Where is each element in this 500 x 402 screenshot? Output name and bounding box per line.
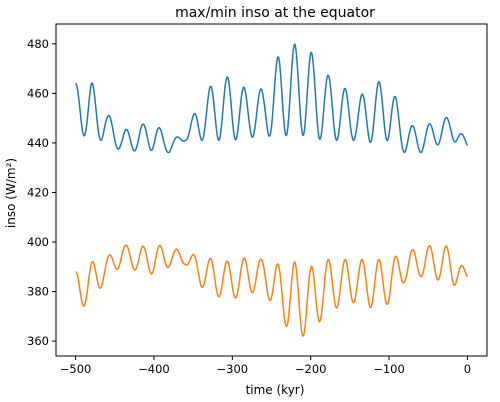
x-tick-label: −400 xyxy=(138,362,170,376)
chart-title: max/min inso at the equator xyxy=(175,5,375,21)
x-tick-label: −100 xyxy=(373,362,405,376)
plot-area xyxy=(55,23,488,357)
series-line-1 xyxy=(75,43,469,154)
y-tick-label: 460 xyxy=(27,86,49,100)
y-axis: 360 380 400 420 440 460 480 xyxy=(27,37,56,348)
y-tick-label: 420 xyxy=(27,185,49,199)
x-tick-label: 0 xyxy=(464,362,471,376)
series-layer xyxy=(75,43,469,337)
y-tick-label: 480 xyxy=(27,37,49,51)
x-axis: −500 −400 −300 −200 −100 0 xyxy=(60,356,471,376)
y-tick-label: 380 xyxy=(27,285,49,299)
x-tick-label: −500 xyxy=(60,362,92,376)
series-line-2 xyxy=(75,244,469,337)
x-tick-label: −300 xyxy=(217,362,249,376)
x-axis-label: time (kyr) xyxy=(246,383,305,397)
y-tick-label: 400 xyxy=(27,235,49,249)
y-axis-label: inso (W/m²) xyxy=(4,158,18,228)
plot-frame xyxy=(55,23,488,357)
y-tick-label: 440 xyxy=(27,136,49,150)
x-tick-label: −200 xyxy=(295,362,327,376)
y-tick-label: 360 xyxy=(27,334,49,348)
